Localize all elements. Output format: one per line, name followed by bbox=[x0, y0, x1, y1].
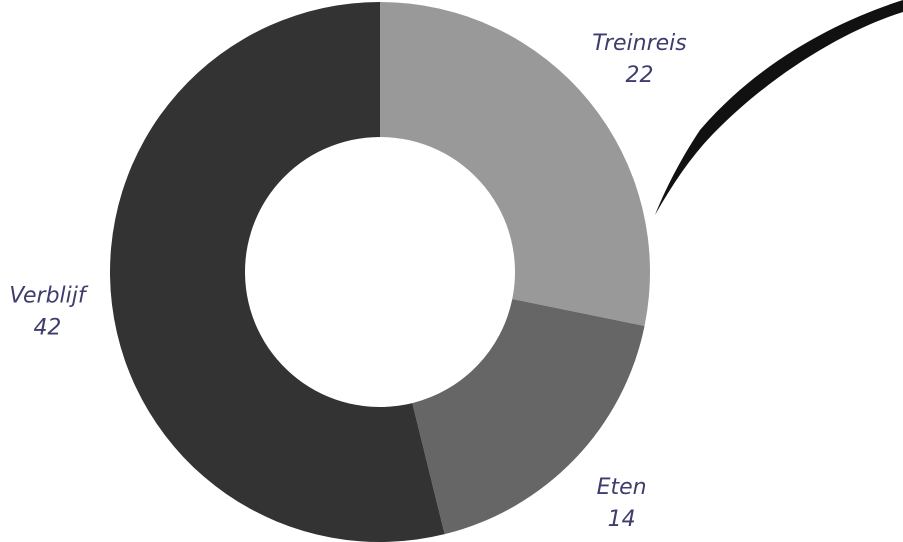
slice-label: Verblijf bbox=[9, 283, 89, 308]
brush-stroke bbox=[655, 0, 903, 215]
slice-value: 22 bbox=[625, 63, 653, 88]
slice-label: Treinreis bbox=[592, 31, 687, 56]
slice-value: 14 bbox=[608, 507, 636, 532]
slice-value: 42 bbox=[33, 315, 61, 340]
chart: Treinreis 22 Eten 14 Verblijf 42 bbox=[0, 0, 903, 542]
slice-label: Eten bbox=[597, 475, 647, 500]
